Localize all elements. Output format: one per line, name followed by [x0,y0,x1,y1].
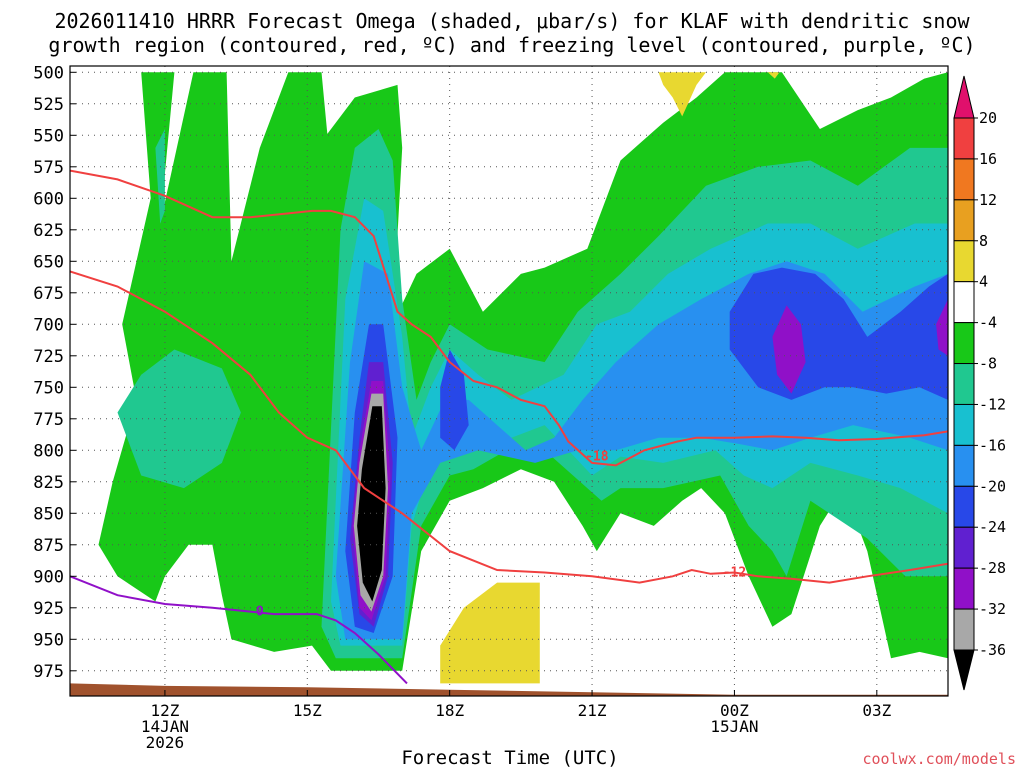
colorbar-bin-12 [953,608,975,651]
y-tick-label-575: 575 [33,158,64,178]
dgz-contour-1 [70,169,948,467]
omega-region-1 [155,129,165,224]
y-tick-label-775: 775 [33,410,64,430]
colorbar-bin-3 [953,240,975,283]
omega-region-12 [936,299,948,356]
x-tick-label-21-0: 21Z [578,701,607,720]
tick-labels-group: 500 525 550 575 600 625 650 675 700 725 750 775 800 8… [33,63,891,752]
colorbar-bin-0 [953,117,975,160]
colorbar-bin-4 [953,281,975,324]
omega-region-7 [440,349,469,451]
y-tick-label-875: 875 [33,536,64,556]
ground-terrain-group [70,683,948,696]
omega-region-14 [357,406,386,602]
x-tick-label-18-0: 18Z [435,701,464,720]
omega-shading-group [98,72,948,684]
colorbar-label-13: -36 [979,641,1006,659]
y-tick-label-525: 525 [33,95,64,115]
colorbar-label-10: -24 [979,518,1006,536]
grid-group [70,66,948,696]
y-tick-label-700: 700 [33,315,64,335]
y-tick-label-675: 675 [33,284,64,304]
colorbar-label-6: -8 [979,355,997,373]
omega-region-2 [117,349,241,489]
colorbar-bin-2 [953,199,975,242]
colorbar-label-7: -12 [979,395,1006,413]
contour-label-0: -18 [585,450,609,465]
x-tick-label-24-1: 15JAN [710,717,758,736]
colorbar-bin-5 [953,322,975,365]
colorbar-label-11: -28 [979,559,1006,577]
colorbar-bin-8 [953,444,975,487]
y-tick-label-600: 600 [33,189,64,209]
y-tick-label-800: 800 [33,441,64,461]
colorbar-label-5: -4 [979,314,997,332]
colorbar-label-3: 8 [979,232,988,250]
colorbar-bin-6 [953,363,975,405]
y-tick-label-900: 900 [33,567,64,587]
contour-labels-group: -18 -12 0 [256,450,746,620]
contour-lines-group [70,169,948,685]
contour-label-2: 0 [256,605,264,620]
colorbar-label-1: 16 [979,150,997,168]
colorbar-bin-1 [953,158,975,201]
y-tick-label-550: 550 [33,126,64,146]
x-tick-label-12-1: 14JAN [141,717,189,736]
freezing-level-contour-0 [70,575,408,685]
colorbar-label-2: 12 [979,191,997,209]
x-tick-label-15-0: 15Z [293,701,322,720]
colorbar-bin-7 [953,403,975,446]
y-tick-label-750: 750 [33,378,64,398]
x-tick-label-12-2: 2026 [146,733,185,752]
y-tick-label-825: 825 [33,473,64,493]
plot-frame [69,65,949,697]
colorbar-bin-11 [953,567,975,610]
y-tick-label-950: 950 [33,630,64,650]
colorbar-bin-10 [953,526,975,569]
omega-region-16 [767,72,780,79]
x-axis-title: Forecast Time (UTC) [401,747,618,768]
dgz-contour-0 [70,270,948,584]
colorbar-label-0: 20 [979,109,997,127]
omega-region-11 [772,305,806,394]
y-tick-label-850: 850 [33,504,64,524]
axes-group [69,65,949,697]
credit-label: coolwx.com/models [862,750,1016,768]
chart-title-line-2: growth region (contoured, red, ºC) and f… [48,33,975,57]
y-tick-label-925: 925 [33,599,64,619]
chart-title-line-1: 2026011410 HRRR Forecast Omega (shaded, … [54,9,970,33]
colorbar-label-12: -32 [979,600,1006,618]
omega-region-15 [658,72,706,117]
x-tick-label-12-0: 12Z [150,701,179,720]
y-tick-label-500: 500 [33,63,64,83]
y-tick-label-650: 650 [33,252,64,272]
colorbar-legend: 20 16 12 8 4 -4 -8 -12 -16 -20 -24 -28 -32 -36 [953,75,1006,691]
colorbar-label-9: -20 [979,477,1006,495]
y-tick-label-725: 725 [33,347,64,367]
x-tick-label-24-0: 00Z [720,701,749,720]
ground-surface [70,683,948,696]
colorbar-label-8: -16 [979,436,1006,454]
colorbar-label-4: 4 [979,273,988,291]
colorbar-bottom-arrow [953,649,975,691]
contour-label-1: -12 [723,566,746,581]
x-tick-label-27-0: 03Z [862,701,891,720]
y-tick-label-625: 625 [33,221,64,241]
y-tick-label-975: 975 [33,662,64,682]
colorbar-bin-9 [953,485,975,528]
